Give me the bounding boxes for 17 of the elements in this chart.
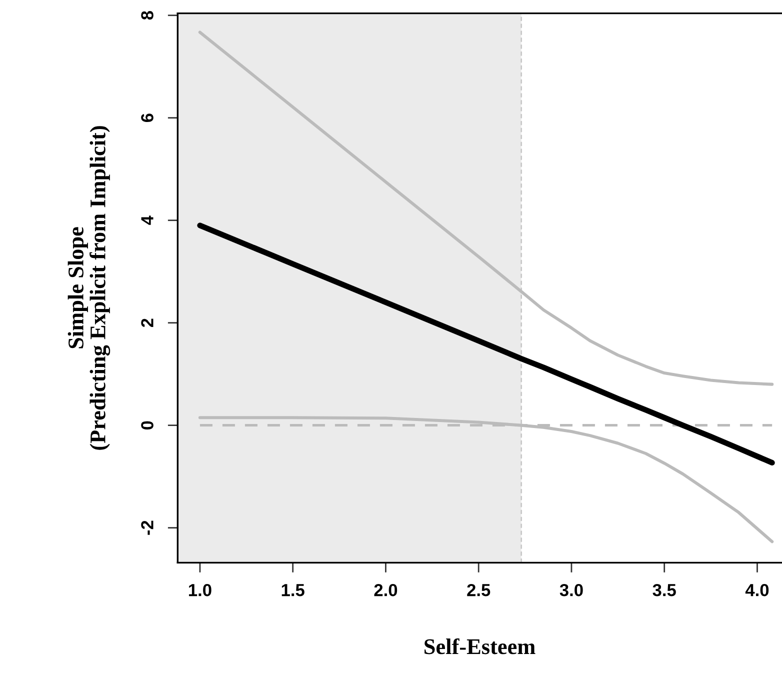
y-tick-label: 6 bbox=[141, 114, 154, 122]
x-tick-label: 1.5 bbox=[282, 584, 304, 596]
y-axis-title: Simple Slope (Predicting Explicit from Implicit) bbox=[68, 126, 110, 450]
line-series bbox=[198, 30, 774, 386]
x-axis-title: Self-Esteem bbox=[424, 638, 536, 654]
x-tick-label: 1.0 bbox=[188, 584, 212, 596]
y-tick-label: 0 bbox=[141, 421, 154, 430]
line-series bbox=[198, 416, 774, 544]
y-tick-label: 4 bbox=[141, 216, 154, 225]
y-tick-label: 8 bbox=[141, 11, 154, 20]
y-tick-label: 2 bbox=[141, 318, 154, 328]
x-tick-label: 2.5 bbox=[467, 584, 490, 596]
x-tick-label: 3.0 bbox=[560, 584, 583, 596]
x-tick-label: 4.0 bbox=[745, 584, 769, 596]
y-tick-label: -2 bbox=[141, 520, 154, 535]
x-tick-label: 3.5 bbox=[652, 584, 676, 596]
x-tick-label: 2.0 bbox=[374, 584, 398, 596]
